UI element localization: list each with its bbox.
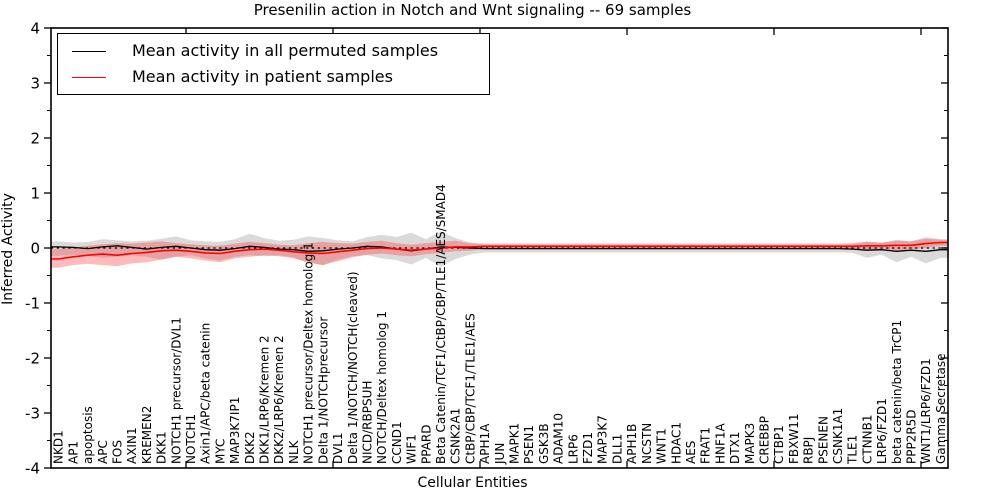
x-tick-label: FOS (110, 440, 124, 464)
legend-item-permuted: Mean activity in all permuted samples (72, 38, 489, 64)
x-tick-label: CSNK2A1 (449, 408, 463, 464)
x-tick-label: LRP6/FZD1 (875, 398, 889, 464)
x-tick-label: beta catenin/beta TrCP1 (890, 320, 904, 464)
x-tick-label: DKK2/LRP6/Kremen 2 (272, 335, 286, 464)
legend: Mean activity in all permuted samples Me… (57, 33, 490, 95)
x-tick-label: GSK3B (537, 423, 551, 464)
x-tick-label: NCSTN (640, 423, 654, 464)
x-tick-label: CCND1 (390, 421, 404, 464)
y-tick-label: -4 (25, 460, 40, 478)
x-tick-label: WNT1/LRP6/FZD1 (919, 358, 933, 464)
x-tick-label: APC (96, 440, 110, 464)
x-tick-label: AES (684, 441, 698, 464)
x-tick-label: JUN (493, 443, 507, 465)
x-axis-label: Cellular Entities (417, 475, 528, 491)
x-tick-label: CtBP/CBP/TCF1/TLE1/AES (463, 313, 477, 464)
x-tick-label: apoptosis (81, 406, 95, 464)
x-tick-label: DKK1 (155, 431, 169, 464)
y-tick-label: -3 (25, 405, 40, 423)
x-tick-label: CSNK1A1 (831, 408, 845, 464)
x-tick-label: MAP3K7IP1 (228, 397, 242, 464)
x-tick-label: CTBP1 (772, 425, 786, 464)
permuted-mean-line (51, 245, 948, 252)
x-tick-label: Axin1/APC/beta catenin (199, 323, 213, 464)
x-tick-label: FBXW11 (787, 414, 801, 465)
x-tick-label: ADAM10 (552, 413, 566, 464)
x-tick-label: FZD1 (581, 432, 595, 464)
x-tick-label: DKK2 (243, 431, 257, 464)
legend-item-patient: Mean activity in patient samples (72, 64, 489, 90)
x-tick-label: DTX1 (728, 432, 742, 464)
x-tick-label: AXIN1 (125, 427, 139, 464)
legend-label-permuted: Mean activity in all permuted samples (132, 41, 439, 60)
y-tick-label: 0 (30, 240, 40, 258)
legend-label-patient: Mean activity in patient samples (132, 67, 393, 86)
y-tick-label: 4 (30, 20, 40, 38)
y-tick-label: 3 (30, 75, 40, 93)
x-tick-label: PSEN1 (522, 425, 536, 464)
y-tick-label: 2 (30, 130, 40, 148)
x-tick-label: NOTCH1 precursor/DVL1 (169, 317, 183, 464)
x-tick-label: AP1 (66, 441, 80, 464)
x-tick-label: DLL1 (610, 434, 624, 464)
patient-mean-line (51, 241, 948, 260)
x-tick-label: NICD/RBPSUH (360, 381, 374, 464)
x-tick-label: NOTCH1 (184, 414, 198, 464)
permuted-line-sample-icon (72, 50, 106, 52)
y-axis-label: Inferred Activity (0, 193, 16, 305)
y-tick-label: -1 (25, 295, 40, 313)
y-tick-label: 1 (30, 185, 40, 203)
x-tick-label: CREBBP (757, 416, 771, 464)
x-tick-label: PSENEN (816, 416, 830, 464)
x-tick-label: TLE1 (846, 435, 860, 465)
x-tick-label: WNT1 (655, 428, 669, 464)
x-tick-label: NLK (287, 439, 301, 464)
x-tick-label: MYC (213, 439, 227, 464)
x-tick-label: DKK1/LRP6/Kremen 2 (258, 335, 272, 464)
x-tick-label: WIF1 (405, 434, 419, 464)
y-tick-label: -2 (25, 350, 40, 368)
x-tick-label: NOTCH/Deltex homolog 1 (375, 311, 389, 464)
x-tick-label: Gamma Secretase (934, 353, 948, 464)
x-tick-label: PPP2R5D (905, 409, 919, 464)
x-tick-label: CTNNB1 (860, 414, 874, 464)
x-tick-label: FRAT1 (699, 427, 713, 464)
x-tick-label: MAP3K7 (596, 415, 610, 464)
x-tick-label: HNF1A (713, 422, 727, 464)
x-tick-label: RBPJ (802, 437, 816, 464)
x-tick-label: PPARD (419, 425, 433, 465)
x-tick-label: NKD1 (52, 430, 66, 464)
x-tick-label: DVL1 (331, 432, 345, 464)
patient-line-sample-icon (72, 76, 106, 78)
x-tick-label: MAPK1 (508, 423, 522, 464)
x-tick-label: KREMEN2 (140, 406, 154, 464)
x-tick-label: Delta 1/NOTCH/NOTCH(cleaved) (346, 271, 360, 464)
chart-title: Presenilin action in Notch and Wnt signa… (253, 1, 692, 19)
x-tick-label: NOTCH1 precursor/Deltex homolog 1 (302, 242, 316, 464)
x-tick-label: APH1B (625, 424, 639, 464)
x-tick-label: LRP6 (566, 434, 580, 464)
x-tick-label: Delta 1/NOTCHprecursor (316, 317, 330, 464)
x-tick-label: HDAC1 (669, 422, 683, 464)
x-tick-label: MAPK3 (743, 423, 757, 464)
x-tick-label: Beta Catenin/TCF1/CtBP/CBP/TLE1/AES/SMAD… (434, 184, 448, 464)
x-tick-label: APH1A (478, 423, 492, 464)
